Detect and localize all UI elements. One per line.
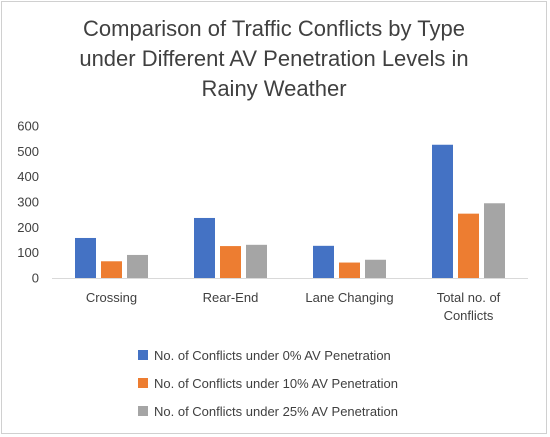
y-tick-label: 500 [17,144,39,159]
y-tick-label: 400 [17,169,39,184]
x-tick-label: Crossing [86,290,137,305]
bar-1-1 [220,246,241,278]
y-tick-label: 200 [17,220,39,235]
y-tick-label: 0 [32,271,39,286]
bar-0-0 [75,237,96,278]
bar-2-1 [246,244,267,278]
legend-item-0: No. of Conflicts under 0% AV Penetration [138,341,398,369]
bar-1-3 [458,213,479,278]
bar-2-2 [365,259,386,278]
legend-swatch-1 [138,378,148,388]
legend-swatch-0 [138,350,148,360]
x-tick-label: Lane Changing [305,290,393,305]
bar-1-2 [339,262,360,278]
y-tick-label: 300 [17,195,39,210]
x-tick-label: Conflicts [444,308,494,323]
chart-title: Comparison of Traffic Conflicts by Type … [0,14,548,104]
legend-label-1: No. of Conflicts under 10% AV Penetratio… [154,375,399,391]
bar-0-2 [313,245,334,278]
y-tick-label: 600 [17,119,39,134]
bar-1-0 [101,261,122,278]
chart-title-line-2: under Different AV Penetration Levels in [79,46,469,71]
x-tick-label: Rear-End [203,290,259,305]
chart-title-line-1: Comparison of Traffic Conflicts by Type [83,16,465,41]
x-tick-label: Total no. of [437,290,501,305]
bar-2-3 [484,203,505,278]
bar-0-3 [432,144,453,278]
legend-item-2: No. of Conflicts under 25% AV Penetratio… [138,397,398,425]
chart-title-line-3: Rainy Weather [201,76,347,101]
bar-2-0 [127,254,148,278]
bar-0-1 [194,217,215,278]
legend-swatch-2 [138,406,148,416]
y-tick-label: 100 [17,245,39,260]
legend-item-1: No. of Conflicts under 10% AV Penetratio… [138,369,398,397]
legend-label-2: No. of Conflicts under 25% AV Penetratio… [154,403,399,419]
legend-label-0: No. of Conflicts under 0% AV Penetration [154,347,391,363]
chart-legend: No. of Conflicts under 0% AV Penetration… [138,341,398,425]
